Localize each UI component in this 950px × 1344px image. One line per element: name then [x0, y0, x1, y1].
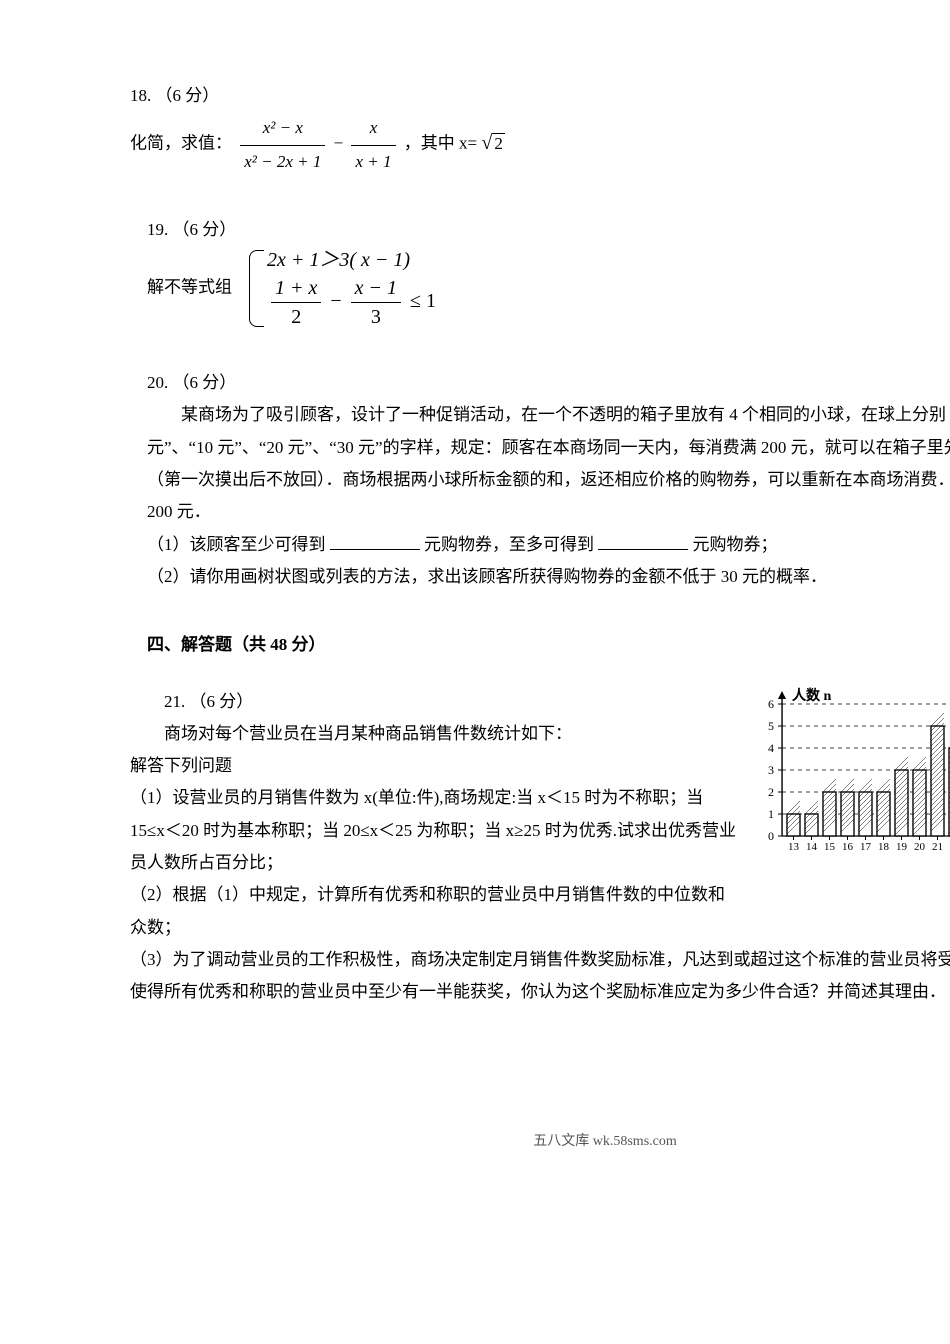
q21-para: 商场对每个营业员在当月某种商品销售件数统计如下：	[130, 718, 738, 750]
sales-chart-svg: 0123456人数 n1314151617181920212223242528人…	[750, 686, 950, 856]
q20-points: （6 分）	[173, 373, 237, 392]
q19-header: 19. （6 分）	[147, 214, 950, 246]
q19-points: （6 分）	[173, 220, 237, 239]
q21-prompt: 解答下列问题	[130, 750, 738, 782]
svg-text:17: 17	[860, 841, 872, 853]
q18-minus: −	[334, 134, 344, 153]
svg-text:13: 13	[788, 841, 800, 853]
q20-header: 20. （6 分）	[147, 367, 950, 399]
q20-sub2: （2）请你用画树状图或列表的方法，求出该顾客所获得购物券的金额不低于 30 元的…	[147, 561, 950, 593]
q18-frac-right: x x + 1	[351, 112, 395, 178]
q21-sub2: （2）根据（1）中规定，计算所有优秀和称职的营业员中月销售件数的中位数和众数；	[130, 879, 738, 944]
blank-1[interactable]	[330, 532, 420, 550]
page-footer: 五八文库 wk.58sms.com	[130, 1129, 950, 1156]
q18-frac-left: x² − x x² − 2x + 1	[240, 112, 325, 178]
svg-text:21: 21	[932, 841, 943, 853]
q19-number: 19.	[147, 220, 168, 239]
q18-number: 18.	[130, 86, 151, 105]
q19-system: 2x + 1＞3( x − 1) 1 + x 2 − x − 1 3 ≤ 1	[249, 246, 436, 331]
q18: 18. （6 分） 化简，求值： x² − x x² − 2x + 1 − x …	[130, 80, 950, 178]
svg-text:19: 19	[896, 841, 908, 853]
q18-points: （6 分）	[156, 86, 220, 105]
svg-text:20: 20	[914, 841, 926, 853]
section-4-title: 四、解答题（共 48 分）	[130, 629, 950, 661]
q18-header: 18. （6 分）	[130, 80, 950, 112]
q19-frac-1: 1 + x 2	[271, 274, 321, 331]
svg-text:1: 1	[768, 807, 774, 821]
q21: 21. （6 分） 商场对每个营业员在当月某种商品销售件数统计如下： 解答下列问…	[130, 686, 950, 1009]
sales-bar-chart: 0123456人数 n1314151617181920212223242528人…	[750, 686, 950, 903]
svg-text:15: 15	[824, 841, 836, 853]
q20-sub1: （1）该顾客至少可得到 元购物券，至多可得到 元购物券；	[147, 529, 950, 561]
q21-right: 0123456人数 n1314151617181920212223242528人…	[750, 686, 950, 903]
q21-number: 21.	[164, 692, 185, 711]
q19: 19. （6 分） 解不等式组 2x + 1＞3( x − 1) 1 + x 2…	[130, 214, 950, 331]
q21-two-col: 21. （6 分） 商场对每个营业员在当月某种商品销售件数统计如下： 解答下列问…	[130, 686, 950, 944]
q18-stem-prefix: 化简，求值：	[130, 134, 232, 153]
q19-body: 解不等式组 2x + 1＞3( x − 1) 1 + x 2 − x − 1 3…	[147, 246, 950, 331]
q20-para: 某商场为了吸引顾客，设计了一种促销活动，在一个不透明的箱子里放有 4 个相同的小…	[147, 399, 950, 528]
q21-left: 21. （6 分） 商场对每个营业员在当月某种商品销售件数统计如下： 解答下列问…	[130, 686, 738, 944]
q20-number: 20.	[147, 373, 168, 392]
svg-text:人数 n: 人数 n	[792, 687, 831, 704]
chart-x-label: 销售件数 x （单位:件）	[750, 869, 950, 903]
q19-stem-prefix: 解不等式组	[147, 278, 232, 297]
svg-text:4: 4	[768, 741, 774, 755]
svg-text:2: 2	[768, 785, 774, 799]
svg-text:3: 3	[768, 763, 774, 777]
svg-text:16: 16	[842, 841, 854, 853]
blank-2[interactable]	[598, 532, 688, 550]
q18-sqrt: √2	[481, 124, 504, 162]
q19-frac-2: x − 1 3	[351, 274, 401, 331]
svg-text:14: 14	[806, 841, 818, 853]
q18-body: 化简，求值： x² − x x² − 2x + 1 − x x + 1 ，其中 …	[130, 112, 950, 178]
q21-sub3: （3）为了调动营业员的工作积极性，商场决定制定月销售件数奖励标准，凡达到或超过这…	[130, 944, 950, 1009]
svg-text:6: 6	[768, 697, 774, 711]
svg-text:5: 5	[768, 719, 774, 733]
q20: 20. （6 分） 某商场为了吸引顾客，设计了一种促销活动，在一个不透明的箱子里…	[130, 367, 950, 593]
q18-suffix: ，其中 x=	[404, 134, 477, 153]
svg-text:0: 0	[768, 829, 774, 843]
svg-text:18: 18	[878, 841, 890, 853]
q21-sub1: （1）设营业员的月销售件数为 x(单位:件),商场规定:当 x＜15 时为不称职…	[130, 782, 738, 879]
q21-points: （6 分）	[190, 692, 254, 711]
q21-header: 21. （6 分）	[130, 686, 738, 718]
